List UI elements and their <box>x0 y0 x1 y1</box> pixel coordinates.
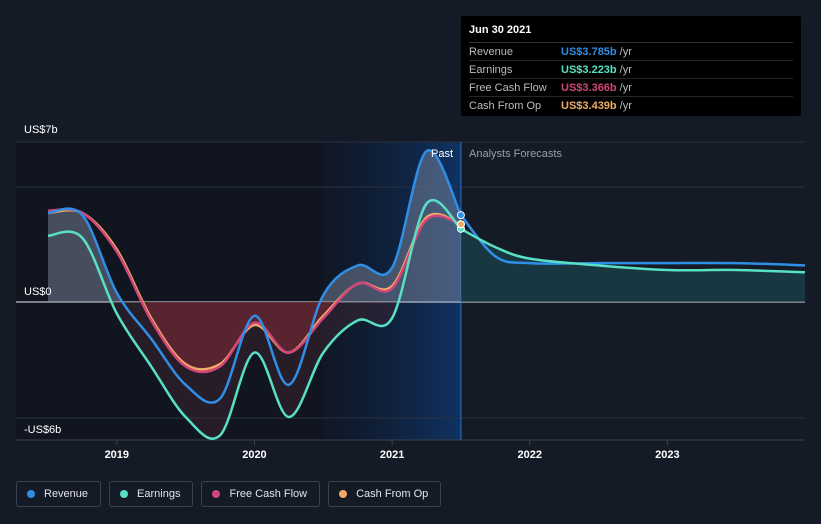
tooltip-row-cash-from-op: Cash From Op US$3.439b /yr <box>469 97 793 114</box>
tooltip-row-unit: /yr <box>619 63 632 76</box>
x-tick-label: 2022 <box>517 449 541 461</box>
tooltip-row-label: Revenue <box>469 45 514 58</box>
forecast-line-earnings <box>460 227 806 274</box>
past-label: Past <box>431 148 453 160</box>
tooltip-row-unit: /yr <box>619 81 632 94</box>
tooltip-row-revenue: Revenue US$3.785b /yr <box>469 43 793 61</box>
tooltip-row-label: Earnings <box>469 63 513 76</box>
x-tick-label: 2021 <box>380 449 404 461</box>
legend-item-revenue[interactable]: Revenue <box>16 481 102 507</box>
legend-dot-icon <box>120 490 129 498</box>
x-tick-label: 2019 <box>105 449 129 461</box>
series-lines <box>47 149 806 440</box>
series-line-free-cash-flow <box>47 207 462 374</box>
forecast-line-revenue <box>459 214 806 267</box>
legend-label: Cash From Op <box>356 488 429 500</box>
forecast-label: Analysts Forecasts <box>469 148 562 160</box>
legend-label: Revenue <box>44 488 89 500</box>
legend-dot-icon <box>339 490 348 498</box>
y-label-bottom: -US$6b <box>24 424 61 436</box>
series-markers <box>456 211 465 233</box>
marker-revenue <box>456 211 465 220</box>
marker-cash-from-op <box>456 220 465 229</box>
tooltip-row-value: US$3.223b <box>561 63 617 76</box>
legend-item-cash-from-op[interactable]: Cash From Op <box>328 481 442 507</box>
forecast-area <box>460 228 805 302</box>
legend-label: Free Cash Flow <box>229 488 308 500</box>
tooltip-row-value: US$3.439b <box>561 99 617 112</box>
y-label-top: US$7b <box>24 124 58 136</box>
legend: Revenue Earnings Free Cash Flow Cash Fro… <box>16 481 442 507</box>
legend-item-earnings[interactable]: Earnings <box>109 481 194 507</box>
tooltip-row-free-cash-flow: Free Cash Flow US$3.366b /yr <box>469 79 793 97</box>
legend-label: Earnings <box>137 488 181 500</box>
tooltip-row-label: Free Cash Flow <box>469 81 547 94</box>
tooltip-row-unit: /yr <box>619 99 632 112</box>
series-line-earnings <box>47 199 462 440</box>
tooltip-date: Jun 30 2021 <box>469 24 793 43</box>
tooltip-row-value: US$3.785b <box>561 45 617 58</box>
legend-dot-icon <box>27 490 35 498</box>
chart-svg: US$7b US$0 -US$6b Past Analysts Forecast… <box>16 124 806 461</box>
earnings-negative-area <box>48 302 461 439</box>
legend-item-free-cash-flow[interactable]: Free Cash Flow <box>201 481 321 507</box>
tooltip: Jun 30 2021 Revenue US$3.785b /yr Earnin… <box>461 16 801 116</box>
x-tick-label: 2020 <box>242 449 266 461</box>
x-axis-ticks: 2019 2020 2021 2022 2023 <box>105 440 680 461</box>
series-line-revenue <box>47 149 463 404</box>
legend-dot-icon <box>212 490 221 498</box>
tooltip-row-value: US$3.366b <box>561 81 617 94</box>
y-label-zero: US$0 <box>24 286 52 298</box>
tooltip-row-label: Cash From Op <box>469 99 542 112</box>
tooltip-row-unit: /yr <box>619 45 632 58</box>
tooltip-row-earnings: Earnings US$3.223b /yr <box>469 61 793 79</box>
x-tick-label: 2023 <box>655 449 679 461</box>
